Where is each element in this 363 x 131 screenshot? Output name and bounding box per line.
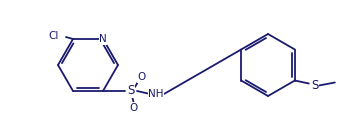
Text: Cl: Cl: [49, 31, 59, 41]
Text: O: O: [138, 72, 146, 82]
Text: S: S: [127, 84, 135, 97]
Text: S: S: [311, 79, 319, 92]
Text: NH: NH: [148, 89, 164, 99]
Text: O: O: [130, 103, 138, 113]
Text: N: N: [99, 34, 107, 44]
